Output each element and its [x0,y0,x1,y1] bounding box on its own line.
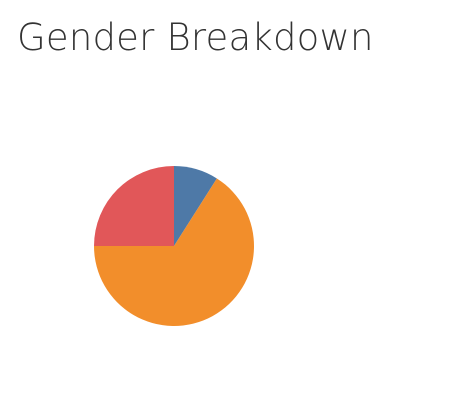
pie-slice-2[interactable] [94,178,255,326]
pie-slices [94,166,255,326]
chart-title: Gender Breakdown [17,16,374,59]
pie-slice-1[interactable] [174,166,217,246]
pie-slice-3[interactable] [94,166,174,246]
